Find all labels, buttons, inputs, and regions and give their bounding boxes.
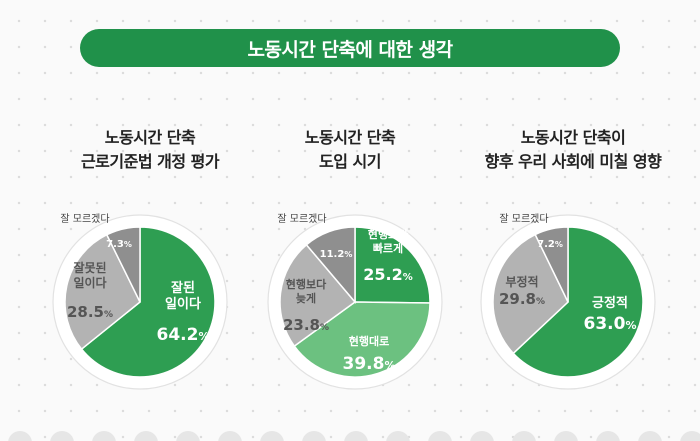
chart-1-title-line-1: 노동시간 단축 bbox=[104, 128, 196, 147]
chart-2-slice-3 bbox=[279, 243, 357, 348]
chart-1-value-1: 64.2% bbox=[157, 325, 210, 345]
chart-1-title: 노동시간 단축 근로기준법 개정 평가 bbox=[30, 126, 270, 174]
chart-2-slice-2 bbox=[293, 301, 431, 378]
chart-2-label-2-line-1: 현행대로 bbox=[349, 334, 389, 348]
chart-2-title-line-1: 노동시간 단축 bbox=[304, 128, 396, 147]
chart-1-label-3: 잘 모르겠다 7.3% bbox=[60, 213, 131, 250]
chart-1-label-1-line-2: 일이다 bbox=[165, 296, 201, 312]
chart-3-title-line-1: 노동시간 단축이 bbox=[520, 128, 626, 147]
chart-3-value-3: 7.2% bbox=[537, 239, 563, 250]
chart-2-title: 노동시간 단축 도입 시기 bbox=[230, 126, 470, 174]
chart-1-label-3-line-1: 잘 모르겠다 bbox=[60, 213, 109, 225]
chart-1-slice-1 bbox=[80, 226, 216, 378]
chart-2-value-3: 23.8% bbox=[283, 316, 329, 334]
footer-decoration bbox=[8, 431, 700, 441]
chart-1-slice-2 bbox=[64, 233, 141, 351]
chart-3-label-1-line-1: 긍정적 bbox=[592, 295, 628, 311]
chart-1-label-2-line-2: 일이다 bbox=[73, 275, 106, 290]
chart-3-label-3-line-1: 잘 모르겠다 bbox=[499, 213, 548, 225]
chart-3-label-3: 잘 모르겠다 7.2% bbox=[499, 213, 562, 250]
chart-3-value-1: 63.0% bbox=[584, 314, 637, 334]
page-title-banner: 노동시간 단축에 대한 생각 bbox=[80, 29, 620, 67]
chart-3-value-2: 29.8% bbox=[499, 290, 545, 308]
chart-2-value-2: 39.8% bbox=[343, 354, 396, 374]
chart-1-slice-3 bbox=[105, 226, 141, 303]
chart-2-label-4: 잘 모르겠다 11.2% bbox=[277, 213, 352, 260]
chart-1-title-line-2: 근로기준법 개정 평가 bbox=[80, 152, 220, 171]
chart-3-slice-3 bbox=[534, 226, 569, 303]
chart-2-slice-4 bbox=[305, 226, 356, 305]
chart-3-label-2-line-1: 부정적 bbox=[505, 274, 538, 289]
chart-3-slice-1 bbox=[512, 226, 644, 378]
chart-2-label-2: 현행대로 39.8% bbox=[343, 334, 396, 374]
page-title: 노동시간 단축에 대한 생각 bbox=[247, 38, 453, 61]
chart-2-label-4-line-1: 잘 모르겠다 bbox=[277, 213, 326, 225]
chart-1-label-2-line-1: 잘못된 bbox=[73, 260, 106, 275]
chart-2-label-1-line-1: 현행보다 bbox=[368, 227, 409, 241]
chart-1-value-3: 7.3% bbox=[106, 239, 132, 250]
chart-1-value-2: 28.5% bbox=[67, 303, 113, 321]
chart-2-label-3-line-1: 현행보다 bbox=[286, 277, 327, 291]
chart-2-label-1-line-2: 빠르게 bbox=[373, 241, 403, 255]
chart-3-title: 노동시간 단축이 향후 우리 사회에 미칠 영향 bbox=[453, 126, 693, 174]
chart-2-value-1: 25.2% bbox=[363, 265, 413, 284]
chart-2-slice-1 bbox=[354, 226, 431, 304]
chart-1-label-1-line-1: 잘된 bbox=[171, 281, 195, 296]
chart-3-title-line-2: 향후 우리 사회에 미칠 영향 bbox=[484, 152, 662, 171]
chart-2-title-line-2: 도입 시기 bbox=[319, 152, 381, 171]
chart-2-label-3-line-2: 늦게 bbox=[296, 291, 316, 305]
chart-2-value-4: 11.2% bbox=[320, 249, 353, 260]
chart-3-label-1: 긍정적 63.0% bbox=[584, 295, 637, 334]
